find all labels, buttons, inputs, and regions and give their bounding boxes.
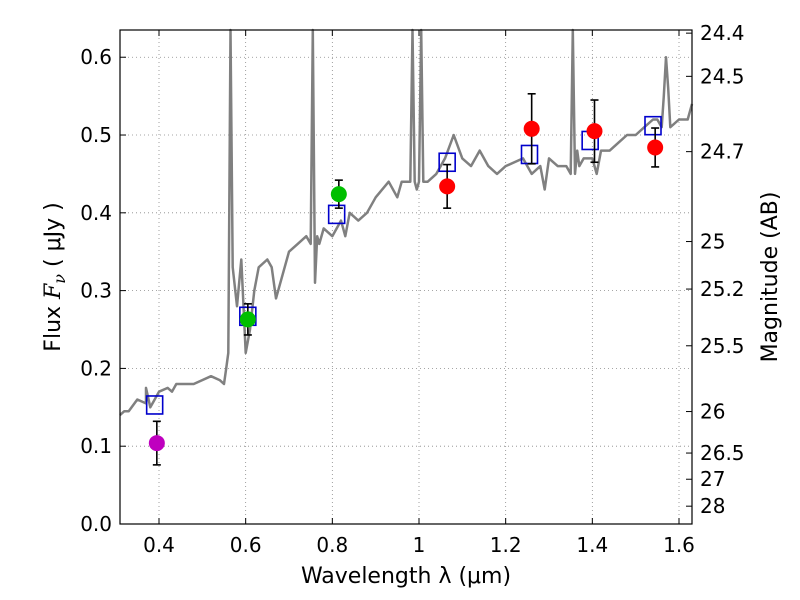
model-photometry-square (145, 395, 164, 415)
x-axis-label: Wavelength λ (μm) (301, 564, 511, 589)
y-axis-label-prefix: Flux (41, 299, 66, 352)
observed-photometry-point (330, 186, 347, 203)
y-tick-label: 0.1 (80, 434, 112, 458)
x-tick-label: 1.2 (490, 533, 522, 557)
mag-tick-label: 26.5 (700, 441, 745, 465)
y-tick-label: 0.5 (80, 123, 112, 147)
observed-photometry-point (647, 139, 664, 156)
mag-tick-label: 25.2 (700, 277, 745, 301)
y-axis-label-units: ( μJy ) (41, 202, 66, 274)
observed-photometry-point (239, 311, 256, 328)
y-axis-label-symbol: F (41, 283, 66, 300)
mag-tick-label: 28 (700, 494, 725, 518)
model-photometry-square (644, 115, 662, 136)
y-axis-label-subscript: ν (50, 274, 69, 284)
model-spectrum-line (119, 28, 694, 417)
observed-photometry-point (439, 178, 456, 195)
x-tick-label: 0.4 (143, 533, 175, 557)
observed-photometry-point (523, 120, 540, 137)
model-photometry-square (327, 204, 346, 225)
mag-tick-label: 24.4 (700, 21, 745, 45)
x-tick-label: 1.6 (663, 533, 695, 557)
mag-tick-label: 25 (700, 230, 725, 254)
x-tick-label: 0.6 (230, 533, 262, 557)
x-tick-label: 1 (413, 533, 426, 557)
plot-frame (119, 29, 693, 525)
mag-tick-label: 27 (700, 467, 725, 491)
x-tick-label: 0.8 (316, 533, 348, 557)
secondary-y-axis-label: Magnitude (AB) (758, 192, 783, 363)
observed-photometry-layer (148, 92, 664, 466)
mag-tick-label: 24.5 (700, 64, 745, 88)
y-axis-label: Flux Fν ( μJy ) (41, 202, 69, 351)
observed-photometry-point (148, 435, 165, 452)
model-spectrum-layer (119, 28, 694, 417)
y-tick-label: 0.2 (80, 356, 112, 380)
y-tick-label: 0.4 (80, 201, 112, 225)
axis-ticks: 0.4 0.6 0.8 1 1.2 1.4 1.6 0.0 0.1 0.2 0.3 0.4 0.5 0.6… (80, 21, 744, 557)
mag-tick-label: 24.7 (700, 140, 745, 164)
y-tick-label: 0.6 (80, 45, 112, 69)
model-photometry-layer (145, 115, 662, 415)
mag-tick-label: 26 (700, 400, 725, 424)
y-tick-label: 0.3 (80, 279, 112, 303)
y-tick-label: 0.0 (80, 512, 112, 536)
grid-lines (120, 30, 692, 525)
mag-tick-label: 25.5 (700, 334, 745, 358)
x-tick-label: 1.4 (576, 533, 608, 557)
observed-photometry-point (586, 123, 603, 140)
